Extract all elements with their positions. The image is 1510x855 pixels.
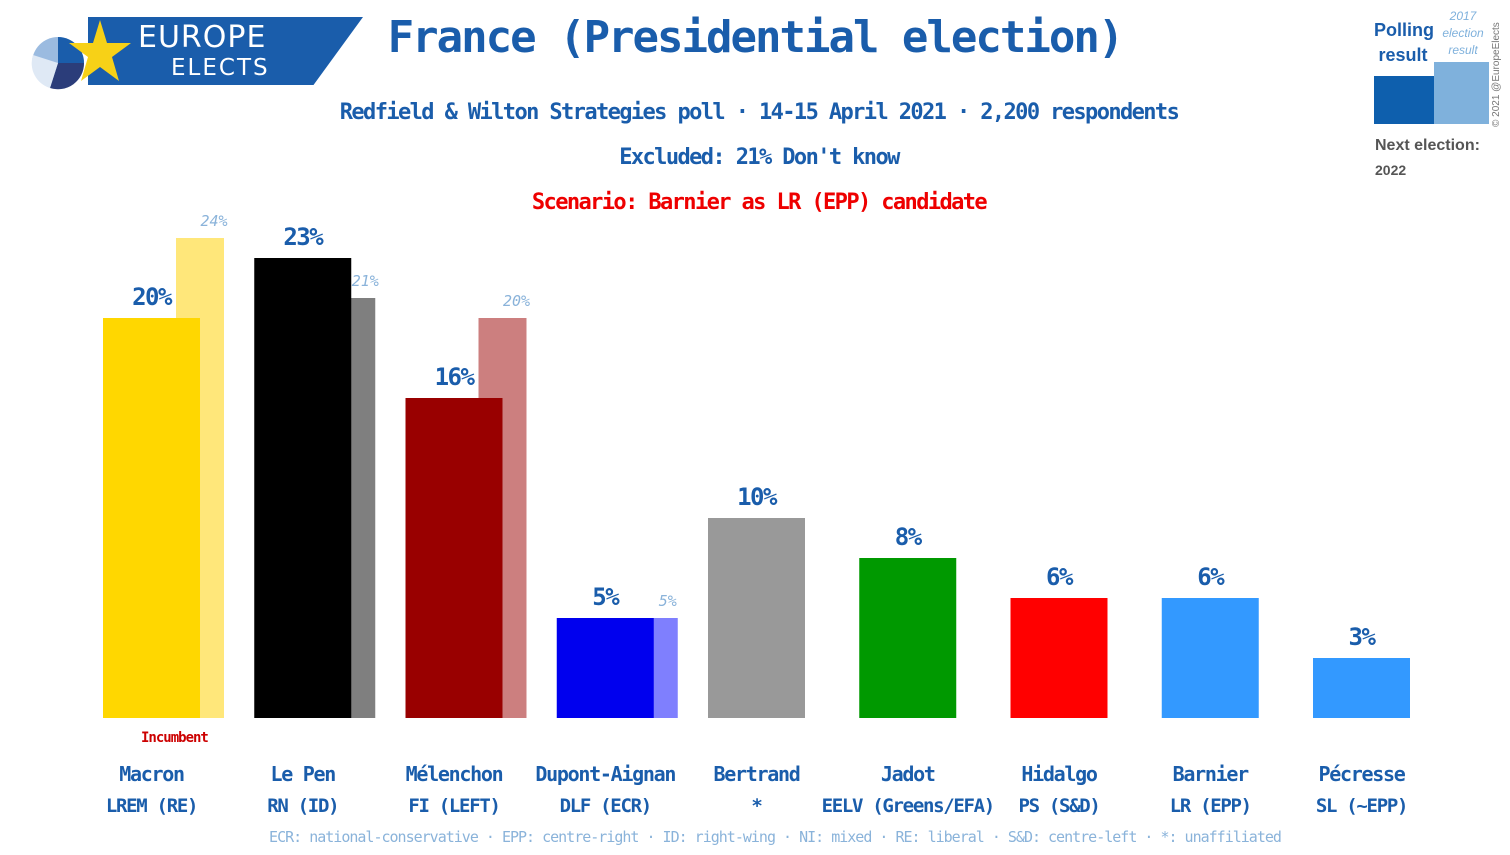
next-election: Next election: 2022: [1375, 133, 1480, 183]
bar-poll-2: [405, 398, 503, 718]
candidate-name-6: Hidalgo: [1021, 762, 1097, 786]
party-name-3: DLF (ECR): [560, 795, 651, 817]
bar-poll-4: [708, 518, 805, 718]
label-2017-2: 20%: [503, 292, 530, 310]
legend-election-label: 2017 election result: [1442, 9, 1484, 57]
candidate-name-7: Barnier: [1173, 762, 1249, 786]
label-poll-2: 16%: [435, 363, 476, 391]
party-name-2: FI (LEFT): [408, 795, 499, 817]
bar-poll-5: [859, 558, 957, 718]
candidate-name-8: Pécresse: [1319, 762, 1406, 786]
europe-elects-logo: EUROPE ELECTS: [28, 15, 363, 90]
legend: Polling result 2017 election result Next el…: [1360, 0, 1510, 200]
label-poll-4: 10%: [737, 483, 778, 511]
logo-text-elects: ELECTS: [171, 55, 270, 81]
party-name-7: LR (EPP): [1170, 795, 1251, 817]
next-election-label: Next election:: [1375, 137, 1480, 154]
logo-emblem-icon: [31, 20, 131, 90]
label-poll-7: 6%: [1197, 563, 1225, 591]
candidate-name-2: Mélenchon: [406, 762, 503, 786]
scenario-note: Scenario: Barnier as LR (EPP) candidate: [531, 190, 988, 215]
label-poll-5: 8%: [895, 523, 923, 551]
next-election-year: 2022: [1375, 162, 1407, 178]
label-poll-0: 20%: [132, 283, 173, 311]
label-2017-3: 5%: [659, 592, 677, 610]
candidate-name-4: Bertrand: [714, 762, 800, 786]
label-poll-8: 3%: [1349, 623, 1377, 651]
candidate-name-3: Dupont-Aignan: [535, 762, 675, 786]
party-name-0: LREM (RE): [106, 795, 197, 817]
label-2017-1: 21%: [352, 272, 379, 290]
bar-poll-0: [103, 318, 200, 718]
bar-poll-6: [1010, 598, 1108, 718]
bar-poll-3: [556, 618, 654, 718]
poll-subtitle: Redfield & Wilton Strategies poll · 14-1…: [339, 100, 1180, 125]
party-name-5: EELV (Greens/EFA): [822, 795, 994, 817]
candidate-name-5: Jadot: [881, 762, 935, 786]
party-name-4: *: [751, 795, 762, 817]
excluded-note: Excluded: 21% Don't know: [619, 145, 900, 170]
party-name-8: SL (~EPP): [1316, 795, 1407, 817]
label-poll-6: 6%: [1046, 563, 1074, 591]
logo-banner: [88, 17, 363, 85]
candidate-name-1: Le Pen: [271, 762, 336, 786]
legend-election-swatch: [1434, 62, 1489, 124]
bar-poll-7: [1161, 598, 1259, 718]
label-poll-3: 5%: [592, 583, 620, 611]
bar-poll-1: [254, 258, 352, 718]
logo-text-europe: EUROPE: [138, 20, 267, 55]
label-poll-1: 23%: [283, 223, 324, 251]
party-name-1: RN (ID): [267, 795, 338, 817]
footer-legend: ECR: national-conservative · EPP: centre…: [269, 828, 1282, 846]
chart-title: France (Presidential election): [387, 12, 1125, 63]
legend-polling-label: Polling result: [1374, 20, 1434, 65]
incumbent-label: Incumbent: [141, 730, 209, 746]
bar-poll-8: [1313, 658, 1410, 718]
legend-polling-swatch: [1374, 76, 1434, 124]
candidate-name-0: Macron: [119, 762, 184, 786]
label-2017-0: 24%: [200, 212, 227, 230]
party-name-6: PS (S&D): [1018, 795, 1099, 817]
